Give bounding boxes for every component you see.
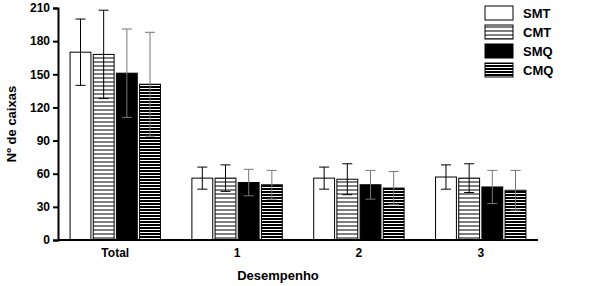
- tick-label: 2: [356, 246, 363, 260]
- tick-mark: [53, 74, 58, 76]
- tick-label: 30: [37, 200, 51, 214]
- series: [70, 19, 456, 240]
- error-bar: [441, 165, 451, 189]
- legend-swatch: [485, 44, 513, 58]
- tick-label: 3: [477, 246, 484, 260]
- legend-label: SMQ: [523, 44, 553, 59]
- legend-item: SMT: [485, 6, 551, 21]
- legend-swatch: [485, 25, 513, 39]
- error-bar: [220, 165, 230, 192]
- tick-label: 90: [37, 134, 51, 148]
- tick-label: Total: [101, 246, 129, 260]
- series: [116, 29, 502, 240]
- tick: 2: [356, 246, 363, 260]
- tick: 3: [477, 246, 484, 260]
- series: [93, 10, 479, 240]
- tick: 30: [37, 200, 58, 214]
- tick-mark: [53, 206, 58, 208]
- chart: 0 30 60 90 120 150 180 210 Total 1 2 3 Desempenho Nº …: [0, 0, 613, 286]
- error-bar: [487, 170, 497, 203]
- tick-label: 210: [30, 1, 50, 15]
- error-bar: [389, 172, 399, 205]
- legend-item: CMT: [485, 25, 551, 40]
- error-bar: [267, 170, 277, 199]
- error-bar: [464, 164, 474, 193]
- error-bar: [342, 164, 352, 195]
- tick: Total: [101, 246, 129, 260]
- series: [140, 32, 526, 240]
- error-bar: [511, 170, 521, 210]
- tick-label: 0: [43, 233, 50, 247]
- legend-label: CMT: [523, 25, 551, 40]
- error-bar: [75, 19, 85, 85]
- legend-item: CMQ: [485, 63, 553, 78]
- y-axis-title: Nº de caixas: [4, 86, 19, 162]
- legend-swatch: [485, 6, 513, 20]
- legend-label: CMQ: [523, 63, 553, 78]
- tick-mark: [53, 140, 58, 142]
- tick-mark: [53, 41, 58, 43]
- error-bar: [244, 169, 254, 196]
- legend-item: SMQ: [485, 44, 553, 59]
- error-bar: [122, 29, 132, 117]
- error-bar: [366, 170, 376, 199]
- error-bar: [99, 10, 109, 98]
- tick-label: 60: [37, 167, 51, 181]
- axis-line: [58, 239, 538, 241]
- tick: 120: [30, 101, 58, 115]
- error-bar: [319, 167, 329, 189]
- tick: 0: [43, 233, 58, 247]
- error-bar: [197, 167, 207, 189]
- tick-mark: [53, 173, 58, 175]
- tick-mark: [53, 240, 58, 242]
- tick: 210: [30, 1, 58, 15]
- tick-label: 120: [30, 101, 50, 115]
- legend: SMT CMT SMQ CMQ: [485, 6, 553, 78]
- tick-label: 1: [234, 246, 241, 260]
- tick: 150: [30, 68, 58, 82]
- legend-label: SMT: [523, 6, 551, 21]
- tick: 1: [234, 246, 241, 260]
- axis-line: [53, 9, 59, 241]
- tick-label: 180: [30, 34, 50, 48]
- plot-area: [70, 10, 526, 240]
- tick-label: 150: [30, 68, 50, 82]
- x-axis-title: Desempenho: [237, 268, 319, 283]
- legend-swatch: [485, 63, 513, 77]
- tick-mark: [53, 8, 58, 10]
- y-axis: 0 30 60 90 120 150 180 210: [30, 1, 59, 247]
- tick: 90: [37, 134, 58, 148]
- tick: 180: [30, 34, 58, 48]
- x-axis: Total 1 2 3: [58, 240, 538, 260]
- tick-mark: [53, 107, 58, 109]
- error-bar: [145, 32, 155, 136]
- tick: 60: [37, 167, 58, 181]
